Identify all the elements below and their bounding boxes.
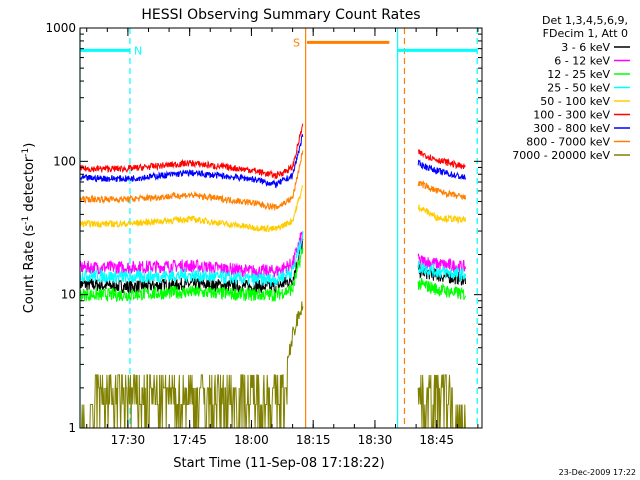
series-line [80, 301, 304, 429]
series-line [417, 180, 466, 201]
x-tick-label: 18:15 [296, 433, 331, 447]
series-line [417, 374, 466, 429]
legend-label: 3 - 6 keV [561, 41, 610, 54]
series-line [79, 134, 304, 189]
axes: 1 10 100 1000 17:30 17:45 18:00 18:15 18:30 18:45 [45, 21, 482, 447]
series-line [417, 149, 466, 170]
y-tick-label: 10 [61, 288, 76, 302]
legend-label: 50 - 100 keV [540, 95, 610, 108]
x-tick-label: 18:45 [419, 433, 454, 447]
legend-label: 300 - 800 keV [533, 122, 610, 135]
plot-frame [79, 27, 483, 429]
legend-label: 800 - 7000 keV [526, 136, 610, 149]
x-tick-label: 17:30 [111, 433, 146, 447]
y-tick-label: 100 [53, 154, 76, 168]
series-line [79, 248, 304, 303]
plot-area: NS [79, 28, 478, 429]
series-line [417, 159, 466, 180]
legend-label: 6 - 12 keV [554, 55, 610, 68]
y-axis-label-main: Count Rate (s [22, 225, 37, 314]
legend-label: 100 - 300 keV [533, 109, 610, 122]
legend-label: 7000 - 20000 keV [512, 149, 610, 162]
series-line [79, 123, 304, 180]
x-tick-label: 17:45 [172, 433, 207, 447]
annotation-label: N [134, 44, 142, 57]
chart-title: HESSI Observing Summary Count Rates [141, 7, 420, 23]
series-line [79, 230, 304, 288]
footer-date: 23-Dec-2009 17:22 [559, 468, 636, 477]
y-axis-label: Count Rate (s-1 detector-1) [21, 143, 37, 314]
y-tick-label: 1 [68, 421, 76, 435]
x-tick-label: 18:30 [358, 433, 393, 447]
legend-header-line-1: Det 1,3,4,5,6,9, [542, 14, 628, 27]
legend: Det 1,3,4,5,6,9, FDecim 1, Att 0 3 - 6 k… [512, 14, 630, 162]
legend-label: 25 - 50 keV [547, 82, 610, 95]
y-axis-label-sup2: -1 [21, 148, 31, 157]
y-axis-label-sup1: -1 [21, 216, 31, 225]
y-tick-label: 1000 [45, 21, 76, 35]
x-tick-label: 18:00 [234, 433, 269, 447]
series-line [417, 277, 466, 301]
legend-header-line-2: FDecim 1, Att 0 [543, 27, 628, 40]
series-line [79, 231, 304, 279]
series-line [79, 184, 304, 233]
series-line [417, 260, 466, 282]
y-axis-label-end: ) [22, 143, 37, 148]
x-axis-label: Start Time (11-Sep-08 17:18:22) [173, 456, 384, 471]
y-axis-label-mid: detector [22, 156, 37, 216]
series-line [79, 150, 304, 211]
annotation-label: S [293, 36, 300, 49]
series-line [417, 204, 466, 224]
legend-label: 12 - 25 keV [547, 68, 610, 81]
